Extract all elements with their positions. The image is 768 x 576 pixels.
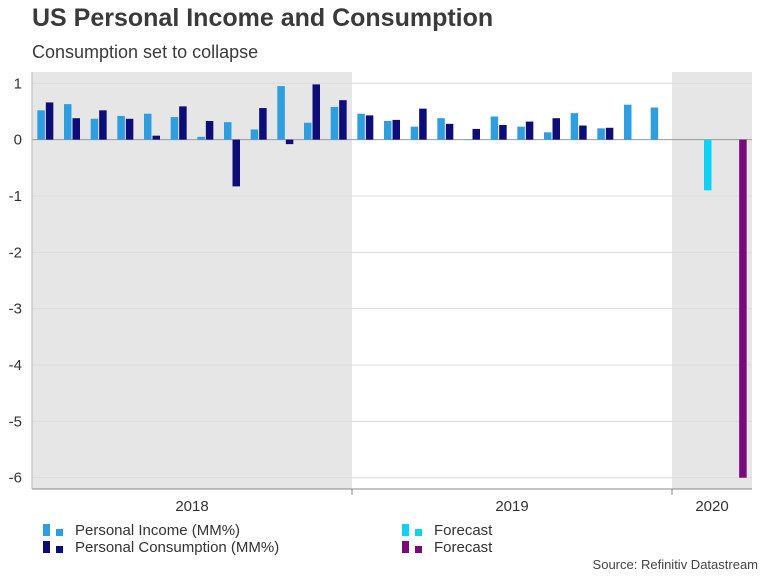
legend-swatch-consumption-forecast-small xyxy=(415,545,422,553)
y-tick-label: -3 xyxy=(9,301,22,318)
legend-swatch-income-small xyxy=(56,528,63,536)
bar-personal-consumption xyxy=(45,102,54,140)
bar-personal-income xyxy=(624,104,632,140)
bar-personal-consumption xyxy=(445,123,454,140)
bar-personal-income xyxy=(37,110,45,140)
bar-personal-consumption xyxy=(525,121,534,140)
bar-personal-income xyxy=(90,118,99,140)
legend-label-consumption-forecast: Forecast xyxy=(434,538,493,556)
bar-personal-consumption xyxy=(499,124,507,140)
bar-personal-consumption xyxy=(419,108,427,140)
y-tick-label: -6 xyxy=(9,470,22,487)
bar-personal-income xyxy=(544,132,552,140)
bar-personal-income xyxy=(597,128,605,140)
bar-personal-income xyxy=(250,129,259,140)
x-year-label-2018: 2018 xyxy=(175,498,208,515)
chart-title: US Personal Income and Consumption xyxy=(32,4,494,32)
bar-personal-income xyxy=(117,115,125,140)
y-tick-label: -1 xyxy=(9,188,22,205)
bar-personal-consumption xyxy=(125,118,134,140)
legend-label-personal-consumption: Personal Consumption (MM%) xyxy=(75,538,280,556)
bar-personal-consumption xyxy=(205,121,214,140)
y-tick-label: -2 xyxy=(9,244,22,261)
bar-personal-consumption xyxy=(339,100,347,140)
source-note: Source: Refinitiv Datastream xyxy=(592,557,758,572)
legend-swatch-consumption xyxy=(43,541,50,553)
bar-personal-income xyxy=(357,113,365,140)
bar-personal-consumption xyxy=(472,128,480,140)
bar-personal-income xyxy=(197,136,205,140)
legend-swatch-income-forecast-small xyxy=(415,528,422,536)
bar-personal-consumption xyxy=(285,139,294,145)
bar-income-forecast xyxy=(704,139,712,191)
legend-item-personal-income: Personal Income (MM%) xyxy=(43,521,240,539)
legend-label-personal-income: Personal Income (MM%) xyxy=(75,521,241,539)
bar-personal-income xyxy=(64,104,72,140)
bar-personal-income xyxy=(330,106,339,140)
legend-swatch-consumption-forecast xyxy=(402,541,409,553)
bar-personal-consumption xyxy=(552,118,560,140)
x-year-label-2019: 2019 xyxy=(495,498,528,515)
bar-personal-consumption xyxy=(152,135,160,140)
legend-swatch-income-forecast xyxy=(402,524,409,536)
legend-item-personal-consumption: Personal Consumption (MM%) xyxy=(43,538,279,556)
x-year-label-2020: 2020 xyxy=(695,498,728,515)
bar-personal-income xyxy=(277,86,285,140)
bar-personal-consumption xyxy=(605,127,614,140)
legend-label-income-forecast: Forecast xyxy=(434,521,493,539)
bar-personal-income xyxy=(410,126,419,140)
bar-personal-consumption xyxy=(72,118,80,140)
bar-personal-consumption xyxy=(312,84,320,140)
bar-consumption-forecast xyxy=(739,139,747,478)
bar-personal-income xyxy=(490,116,499,140)
bar-personal-consumption xyxy=(365,115,374,140)
legend-item-consumption-forecast: Forecast xyxy=(402,538,492,556)
bar-personal-consumption xyxy=(179,106,187,140)
bar-personal-income xyxy=(437,118,445,140)
y-tick-label: 0 xyxy=(14,132,22,149)
legend-swatch-income xyxy=(43,524,50,536)
bar-personal-income xyxy=(304,122,312,140)
bar-personal-income xyxy=(170,117,179,140)
chart-subtitle: Consumption set to collapse xyxy=(32,42,259,62)
y-tick-label: -5 xyxy=(9,413,22,430)
bar-personal-consumption xyxy=(579,125,587,140)
bar-personal-income xyxy=(384,121,392,140)
y-tick-label: -4 xyxy=(9,357,22,374)
shade-band-2018 xyxy=(32,72,352,489)
legend-item-income-forecast: Forecast xyxy=(402,521,492,539)
bar-personal-income xyxy=(570,113,579,140)
bar-personal-income xyxy=(224,122,232,140)
bar-personal-consumption xyxy=(392,119,400,140)
shade-band-2020 xyxy=(672,72,752,489)
bar-personal-income xyxy=(650,107,659,140)
bar-personal-consumption xyxy=(99,110,107,140)
bar-personal-income xyxy=(464,139,472,141)
bar-personal-income xyxy=(517,126,525,140)
bar-personal-consumption xyxy=(259,108,267,140)
y-tick-label: 1 xyxy=(14,75,22,92)
bar-personal-consumption xyxy=(232,139,240,187)
legend-swatch-consumption-small xyxy=(56,545,63,553)
bar-personal-income xyxy=(144,113,152,140)
